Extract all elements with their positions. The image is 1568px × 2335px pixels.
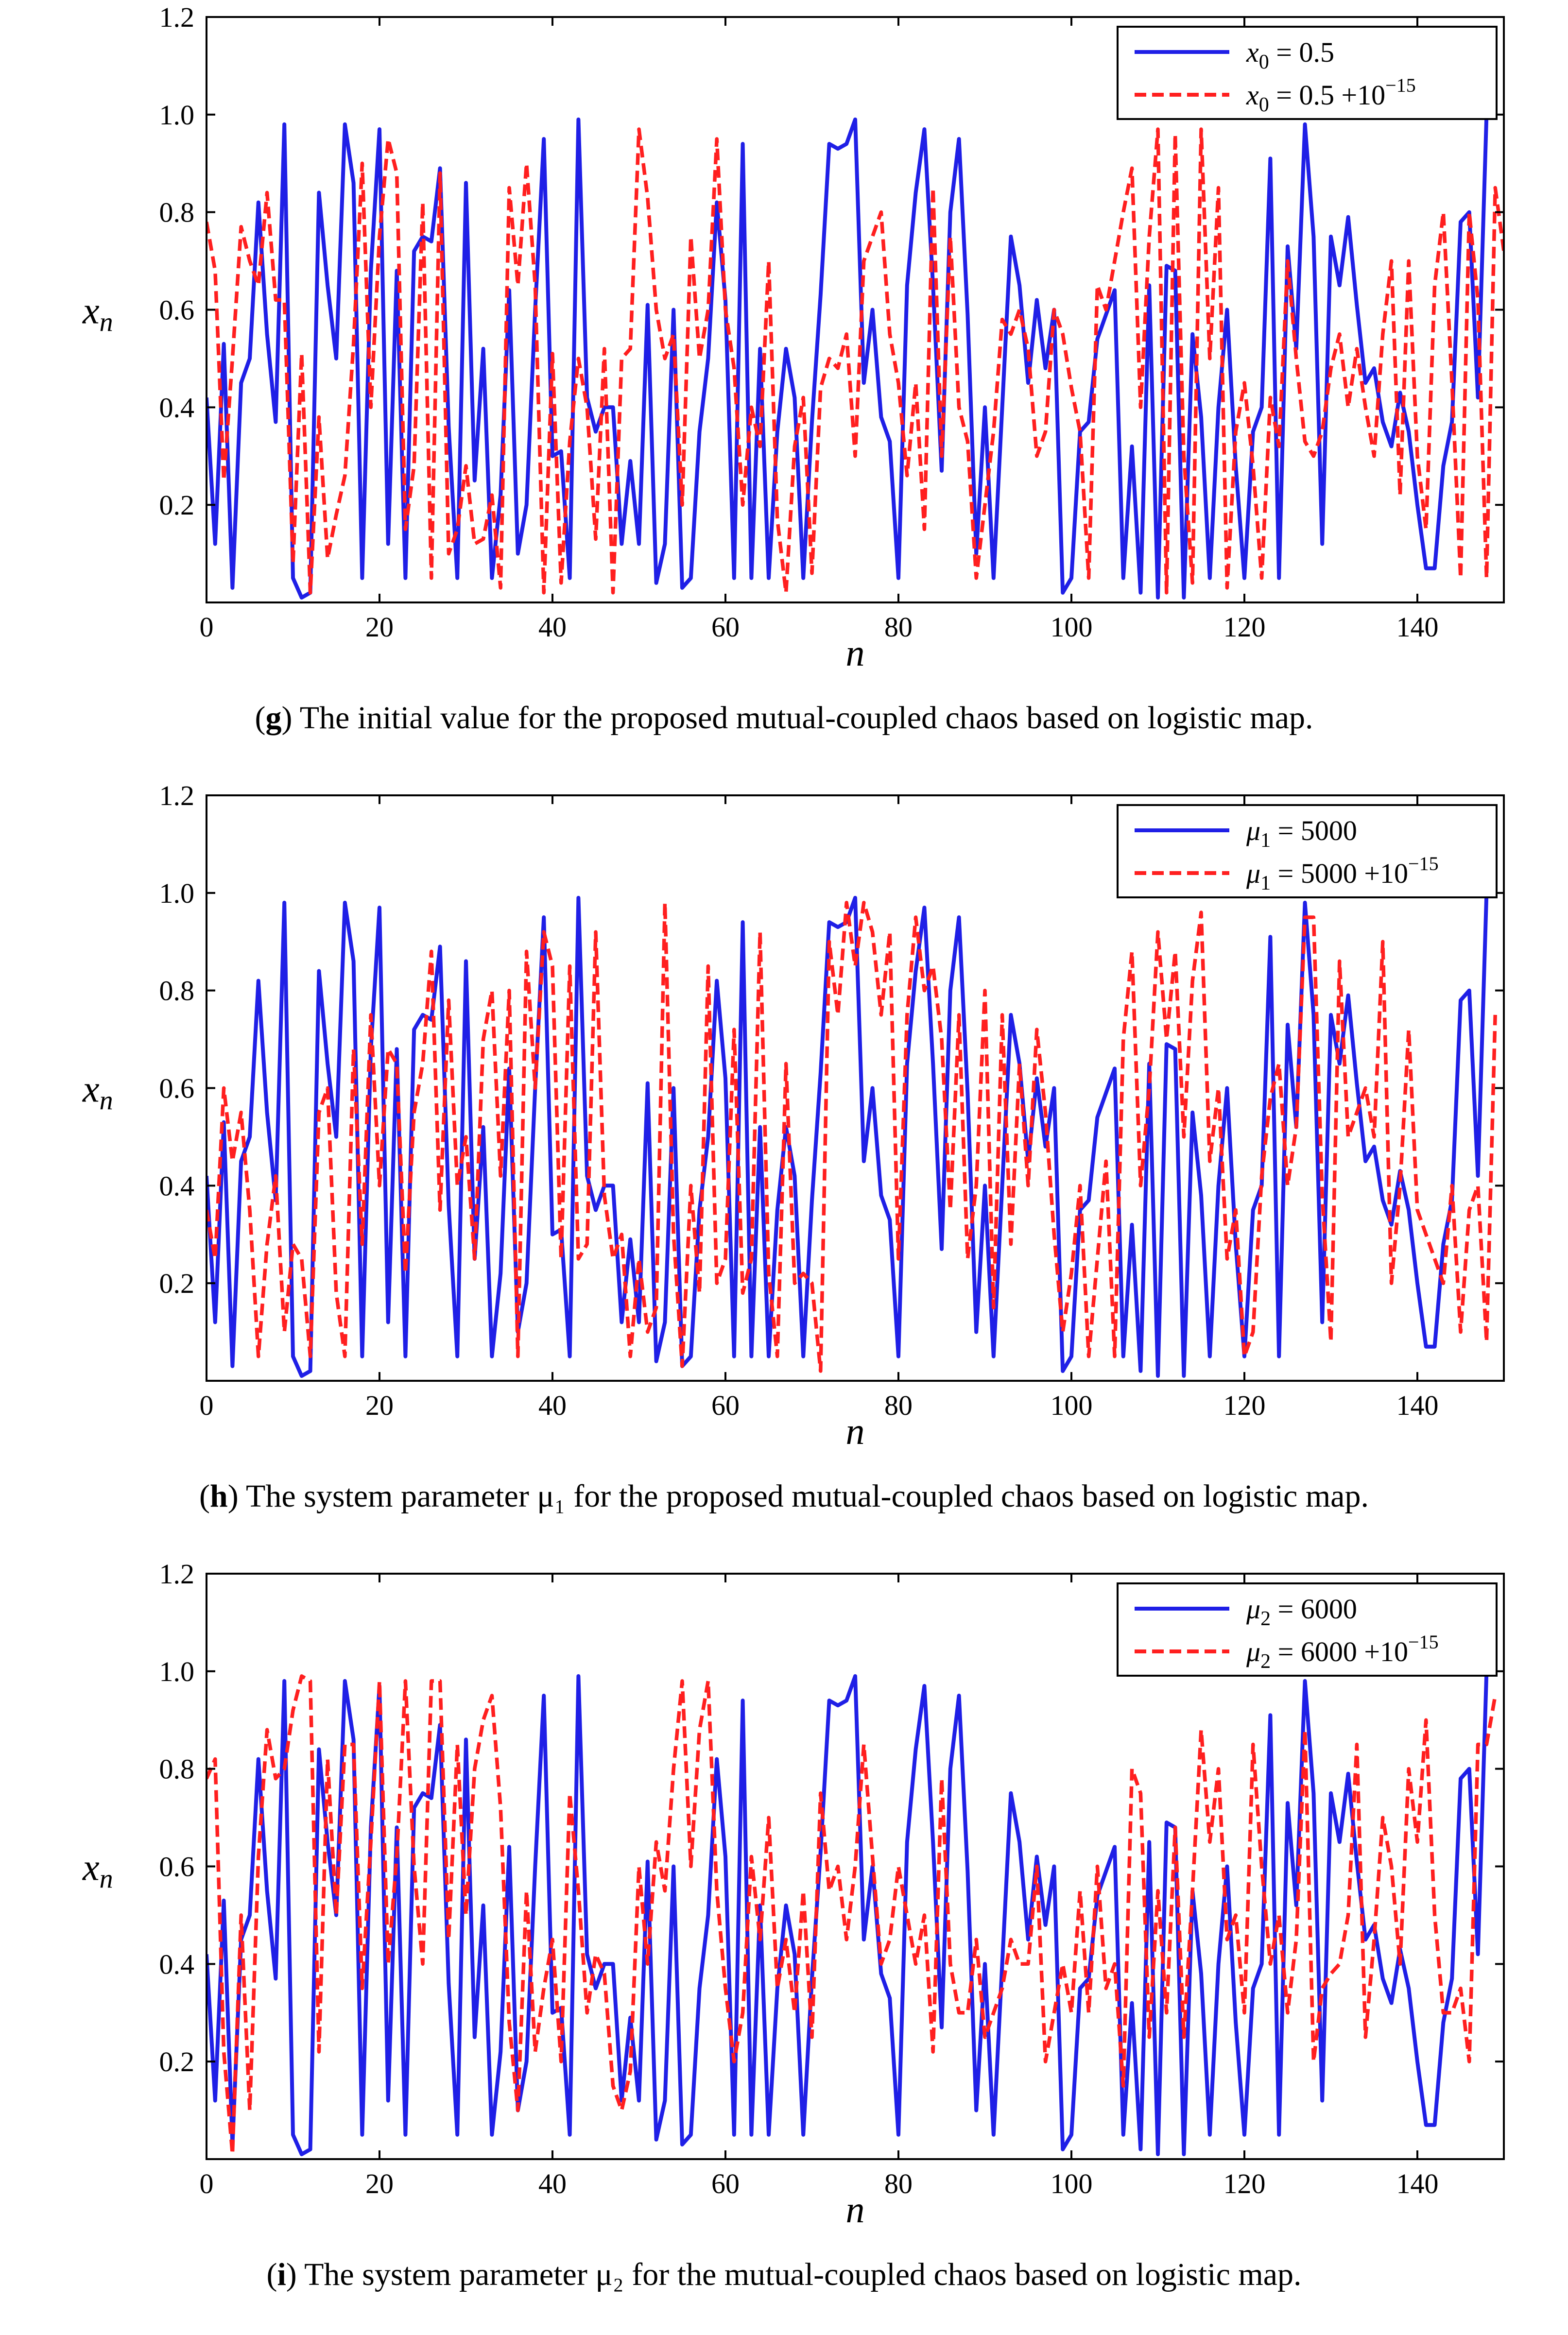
caption-letter: i bbox=[277, 2257, 286, 2292]
x-tick-label: 20 bbox=[365, 1390, 394, 1421]
series-line-dashed bbox=[207, 1674, 1497, 2156]
y-tick-label: 1.0 bbox=[159, 877, 195, 909]
x-tick-label: 80 bbox=[884, 611, 913, 643]
legend: x0 = 0.5x0 = 0.5 +10−15 bbox=[1117, 26, 1498, 120]
y-tick-label: 0.6 bbox=[159, 1851, 195, 1883]
chart-panel-g: 0 20 40 60 80 100 120 140 0.2 0.4 0.6 0.8 1.0 1.2 n xn x… bbox=[0, 0, 1568, 778]
y-tick-label: 0.6 bbox=[159, 1073, 195, 1104]
y-axis-title: xn bbox=[82, 1068, 113, 1116]
y-tick-label: 1.2 bbox=[159, 1, 195, 33]
legend-entry: μ1 = 5000 +10−15 bbox=[1246, 853, 1439, 894]
chart-panel-i: 0 20 40 60 80 100 120 140 0.2 0.4 0.6 0.8 1.0 1.2 n xn μ… bbox=[0, 1557, 1568, 2335]
y-tick-label: 0.6 bbox=[159, 294, 195, 326]
x-tick-label: 120 bbox=[1223, 1390, 1266, 1421]
legend-entry: μ2 = 6000 bbox=[1246, 1593, 1357, 1630]
x-tick-label: 140 bbox=[1396, 2168, 1439, 2199]
chart-svg: 0 20 40 60 80 100 120 140 0.2 0.4 0.6 0.8 1.0 1.2 n xn μ… bbox=[82, 780, 1505, 1452]
y-tick-label: 0.2 bbox=[159, 489, 195, 521]
chart-svg: 0 20 40 60 80 100 120 140 0.2 0.4 0.6 0.8 1.0 1.2 n xn μ… bbox=[82, 1558, 1505, 2231]
legend-entry: x0 = 0.5 +10−15 bbox=[1246, 74, 1416, 116]
caption-close-paren: ) bbox=[286, 2257, 297, 2292]
x-tick-label: 140 bbox=[1396, 1390, 1439, 1421]
x-tick-label: 20 bbox=[365, 611, 394, 643]
y-tick-label: 1.2 bbox=[159, 1558, 195, 1590]
y-tick-label: 0.8 bbox=[159, 1753, 195, 1785]
legend-entry: x0 = 0.5 bbox=[1246, 36, 1334, 73]
x-tick-label: 60 bbox=[711, 2168, 740, 2199]
panel-caption: (h) The system parameter μ₁ for the prop… bbox=[0, 1478, 1568, 1515]
caption-open-paren: ( bbox=[199, 1478, 210, 1514]
x-tick-label: 120 bbox=[1223, 2168, 1266, 2199]
x-axis-title: n bbox=[846, 2188, 865, 2231]
x-tick-label: 40 bbox=[538, 1390, 567, 1421]
x-tick-label: 0 bbox=[200, 1390, 214, 1421]
y-tick-label: 0.4 bbox=[159, 1170, 195, 1202]
caption-text: The system parameter μ₁ for the proposed… bbox=[238, 1478, 1369, 1514]
caption-close-paren: ) bbox=[227, 1478, 239, 1514]
x-tick-label: 100 bbox=[1051, 1390, 1093, 1421]
y-tick-label: 0.2 bbox=[159, 1268, 195, 1299]
series-line-dashed bbox=[207, 127, 1504, 595]
x-tick-label: 40 bbox=[538, 611, 567, 643]
x-tick-label: 80 bbox=[884, 1390, 913, 1421]
caption-open-paren: ( bbox=[266, 2257, 277, 2292]
y-tick-label: 0.4 bbox=[159, 1948, 195, 1980]
series-line-solid bbox=[207, 1671, 1489, 2156]
panel-caption: (g) The initial value for the proposed m… bbox=[0, 700, 1568, 737]
caption-letter: h bbox=[210, 1478, 228, 1514]
legend-entry: μ1 = 5000 bbox=[1246, 815, 1357, 852]
legend-entry: μ2 = 6000 +10−15 bbox=[1246, 1631, 1439, 1673]
legend-box bbox=[1117, 804, 1498, 898]
y-tick-label: 0.8 bbox=[159, 975, 195, 1007]
y-tick-label: 0.4 bbox=[159, 392, 195, 423]
y-tick-label: 1.0 bbox=[159, 99, 195, 131]
y-axis-title: xn bbox=[82, 1846, 113, 1894]
chart-panel-h: 0 20 40 60 80 100 120 140 0.2 0.4 0.6 0.8 1.0 1.2 n xn μ… bbox=[0, 778, 1568, 1557]
x-axis-title: n bbox=[846, 1410, 865, 1452]
caption-text: The initial value for the proposed mutua… bbox=[292, 700, 1313, 736]
x-tick-label: 0 bbox=[200, 611, 214, 643]
x-tick-label: 140 bbox=[1396, 611, 1439, 643]
x-tick-label: 40 bbox=[538, 2168, 567, 2199]
chart-svg: 0 20 40 60 80 100 120 140 0.2 0.4 0.6 0.8 1.0 1.2 n xn x… bbox=[82, 1, 1505, 674]
x-tick-label: 60 bbox=[711, 611, 740, 643]
y-tick-label: 0.8 bbox=[159, 197, 195, 228]
legend-box bbox=[1117, 26, 1498, 120]
caption-open-paren: ( bbox=[255, 700, 266, 736]
series-line-solid bbox=[207, 114, 1489, 600]
x-tick-label: 80 bbox=[884, 2168, 913, 2199]
x-tick-label: 120 bbox=[1223, 611, 1266, 643]
x-tick-label: 20 bbox=[365, 2168, 394, 2199]
caption-text: The system parameter μ₂ for the mutual-c… bbox=[296, 2257, 1302, 2292]
x-tick-label: 60 bbox=[711, 1390, 740, 1421]
y-axis-title: xn bbox=[82, 290, 113, 338]
series-line-dashed bbox=[207, 901, 1497, 1373]
y-tick-label: 1.0 bbox=[159, 1656, 195, 1687]
y-tick-label: 1.2 bbox=[159, 780, 195, 811]
x-tick-label: 100 bbox=[1051, 611, 1093, 643]
y-tick-label: 0.2 bbox=[159, 2046, 195, 2077]
legend-box bbox=[1117, 1582, 1498, 1677]
caption-letter: g bbox=[265, 700, 282, 736]
caption-close-paren: ) bbox=[281, 700, 293, 736]
x-axis-title: n bbox=[846, 632, 865, 674]
panel-caption: (i) The system parameter μ₂ for the mutu… bbox=[0, 2256, 1568, 2293]
x-tick-label: 100 bbox=[1051, 2168, 1093, 2199]
x-tick-label: 0 bbox=[200, 2168, 214, 2199]
